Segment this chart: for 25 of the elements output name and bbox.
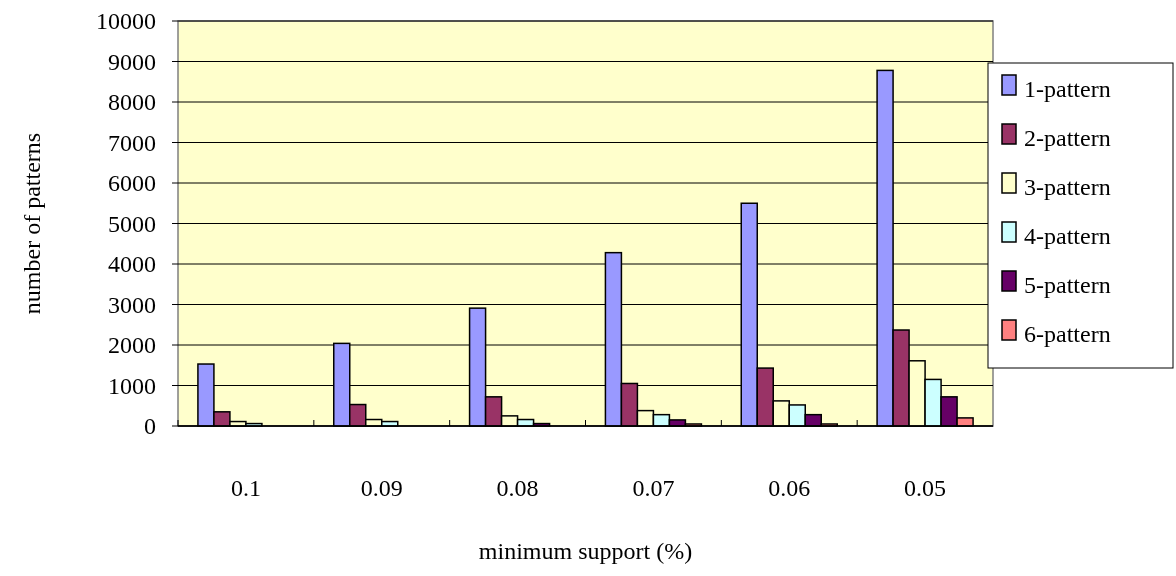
x-tick-label: 0.06 xyxy=(768,475,811,501)
legend-label: 2-pattern xyxy=(1024,125,1111,151)
x-tick-label: 0.07 xyxy=(632,475,675,501)
y-tick-label: 2000 xyxy=(108,332,156,359)
legend-label: 4-pattern xyxy=(1024,223,1111,249)
x-tick-label: 0.05 xyxy=(904,475,947,501)
y-tick-label: 10000 xyxy=(96,8,156,35)
y-tick-label: 5000 xyxy=(108,210,156,237)
y-tick-label: 3000 xyxy=(108,291,156,318)
x-tick-label: 0.1 xyxy=(230,475,261,501)
x-tick-label: 0.09 xyxy=(360,475,403,501)
y-tick-label: 9000 xyxy=(108,48,156,75)
x-axis-title: minimum support (%) xyxy=(478,538,693,564)
legend-label: 5-pattern xyxy=(1024,272,1111,298)
y-tick-label: 0 xyxy=(144,413,156,440)
y-axis-title: number of patterns xyxy=(19,132,45,315)
y-tick-label: 6000 xyxy=(108,170,156,197)
legend-label: 6-pattern xyxy=(1024,321,1111,347)
y-tick-label: 1000 xyxy=(108,372,156,399)
legend-label: 3-pattern xyxy=(1024,174,1111,200)
y-tick-label: 4000 xyxy=(108,251,156,278)
y-tick-label: 8000 xyxy=(108,89,156,116)
x-tick-label: 0.08 xyxy=(496,475,539,501)
y-tick-label: 7000 xyxy=(108,129,156,156)
legend-label: 1-pattern xyxy=(1024,76,1111,102)
